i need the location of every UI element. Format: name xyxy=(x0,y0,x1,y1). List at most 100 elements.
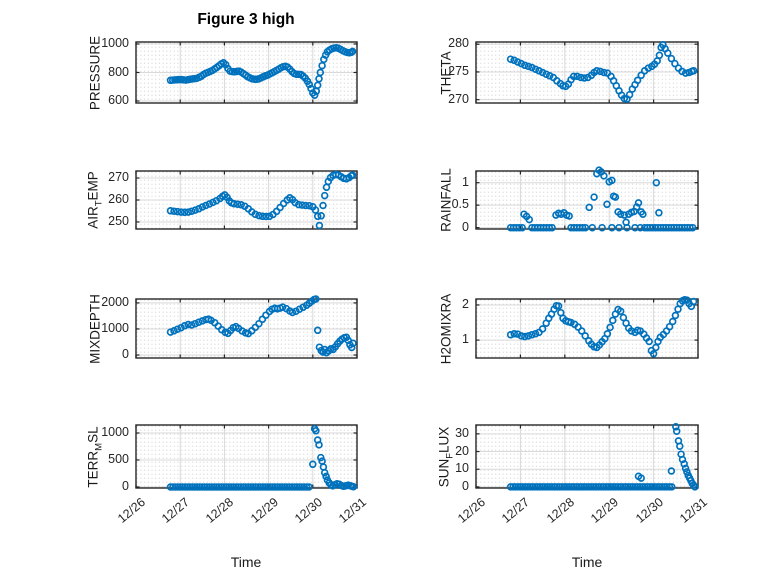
data-point xyxy=(545,223,554,232)
data-point xyxy=(506,483,515,491)
y-tick-label: 270 xyxy=(108,170,129,185)
data-point xyxy=(555,483,564,491)
theta-ylabel: THETA xyxy=(438,50,454,95)
y-tick-label: 1000 xyxy=(101,35,129,50)
data-point xyxy=(665,483,674,491)
y-tick-label: 2000 xyxy=(101,294,129,309)
data-point xyxy=(667,467,676,475)
data-point xyxy=(178,483,187,491)
data-point xyxy=(273,483,282,491)
rainfall-ylabel: RAINFALL xyxy=(438,168,454,232)
data-point xyxy=(169,483,177,491)
data-point xyxy=(538,68,547,77)
data-point xyxy=(624,483,632,491)
data-point xyxy=(563,483,571,491)
x-tick-label: 12/31 xyxy=(336,495,369,526)
data-point xyxy=(242,483,250,491)
data-point xyxy=(288,308,297,317)
data-point xyxy=(347,343,356,352)
data-point xyxy=(648,483,657,491)
data-point xyxy=(222,483,231,491)
data-point xyxy=(633,76,642,85)
data-point xyxy=(311,206,320,214)
data-point xyxy=(553,483,561,491)
terr-msl-series xyxy=(166,424,358,491)
data-point xyxy=(320,468,329,477)
data-point xyxy=(348,47,357,56)
y-tick-label: 0 xyxy=(462,219,469,234)
sun-flux-ylabel: SUNFLUX xyxy=(436,426,456,487)
pressure-plot xyxy=(127,33,366,112)
data-point xyxy=(195,318,203,326)
rainfall-axes xyxy=(475,166,699,232)
air-temp-ylabel: AIRTEMP xyxy=(85,171,105,229)
data-point xyxy=(545,483,554,491)
data-point xyxy=(302,483,311,491)
data-point xyxy=(239,483,248,491)
minor-grid xyxy=(476,425,698,488)
y-tick-label: 600 xyxy=(108,93,129,107)
data-point xyxy=(678,67,686,76)
data-point xyxy=(581,332,589,340)
data-point xyxy=(518,223,526,232)
data-point xyxy=(543,483,552,491)
data-point xyxy=(290,483,299,491)
data-point xyxy=(312,295,320,303)
data-point xyxy=(233,200,242,208)
data-point xyxy=(258,212,267,221)
data-point xyxy=(278,303,287,311)
y-tick-label: 30 xyxy=(455,425,469,440)
data-point xyxy=(634,199,643,207)
x-tick-label: 12/30 xyxy=(291,495,325,526)
data-point xyxy=(193,483,201,491)
sun-flux-axes xyxy=(475,423,699,491)
data-point xyxy=(594,483,603,491)
data-point xyxy=(255,319,263,328)
y-tick-label: 1000 xyxy=(101,424,129,439)
data-point xyxy=(254,483,262,491)
data-point xyxy=(305,80,314,89)
data-point xyxy=(515,223,524,232)
data-point xyxy=(603,330,612,338)
data-point xyxy=(225,483,233,491)
data-point xyxy=(653,483,661,491)
minor-grid xyxy=(476,171,698,229)
data-point xyxy=(208,483,216,491)
data-point xyxy=(596,67,605,76)
data-point xyxy=(683,468,691,476)
data-point xyxy=(585,203,593,212)
data-point xyxy=(645,337,653,346)
terr-msl-axes xyxy=(135,424,358,491)
data-point xyxy=(310,91,319,99)
data-point xyxy=(643,483,652,491)
data-point xyxy=(587,483,595,491)
data-point xyxy=(198,317,207,325)
data-point xyxy=(295,483,304,491)
data-point xyxy=(619,313,628,322)
data-point xyxy=(616,483,625,491)
x-tick-label: 12/29 xyxy=(588,495,622,526)
data-point xyxy=(249,483,257,491)
y-tick-label: 2 xyxy=(462,296,469,311)
data-point xyxy=(198,483,206,491)
pressure-axes xyxy=(135,41,358,104)
data-point xyxy=(521,332,529,341)
x-tick-label: 12/30 xyxy=(632,495,666,526)
data-point xyxy=(318,61,326,70)
data-point xyxy=(180,322,189,330)
data-point xyxy=(598,223,606,232)
data-point xyxy=(535,67,543,75)
data-point xyxy=(528,331,536,339)
data-point xyxy=(652,178,661,187)
data-point xyxy=(514,483,522,491)
data-point xyxy=(305,483,313,491)
data-point xyxy=(187,321,196,329)
data-point xyxy=(198,203,207,211)
data-point xyxy=(166,207,175,215)
h2omixra-ylabel: H2OMIXRA xyxy=(438,293,454,364)
data-point xyxy=(565,212,573,220)
data-point xyxy=(177,208,185,216)
data-point xyxy=(215,483,223,491)
data-point xyxy=(528,63,536,72)
